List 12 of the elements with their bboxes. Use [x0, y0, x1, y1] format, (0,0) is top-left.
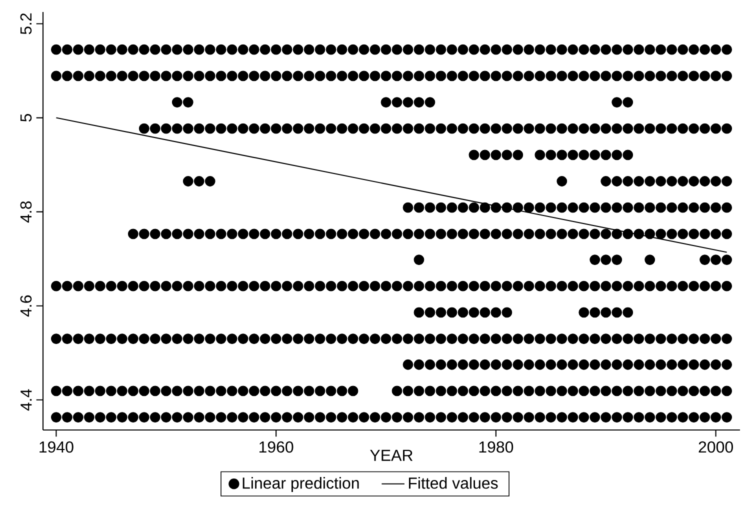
y-tick-label: 5: [20, 114, 32, 122]
legend-label: Fitted values: [408, 477, 498, 489]
x-tick-label: 2000: [698, 441, 733, 453]
x-tick-label: 1940: [40, 441, 74, 453]
x-tick-label: 1980: [479, 441, 514, 453]
y-tick-label: 4.8: [20, 201, 32, 223]
x-axis-title: YEAR: [370, 450, 413, 461]
y-tick-label: 5.2: [20, 13, 32, 34]
x-tick-label: 1960: [259, 441, 294, 453]
legend-label: Linear prediction: [242, 477, 359, 492]
y-tick-label: 4.6: [20, 295, 32, 317]
y-tick-label: 4.4: [20, 389, 32, 411]
